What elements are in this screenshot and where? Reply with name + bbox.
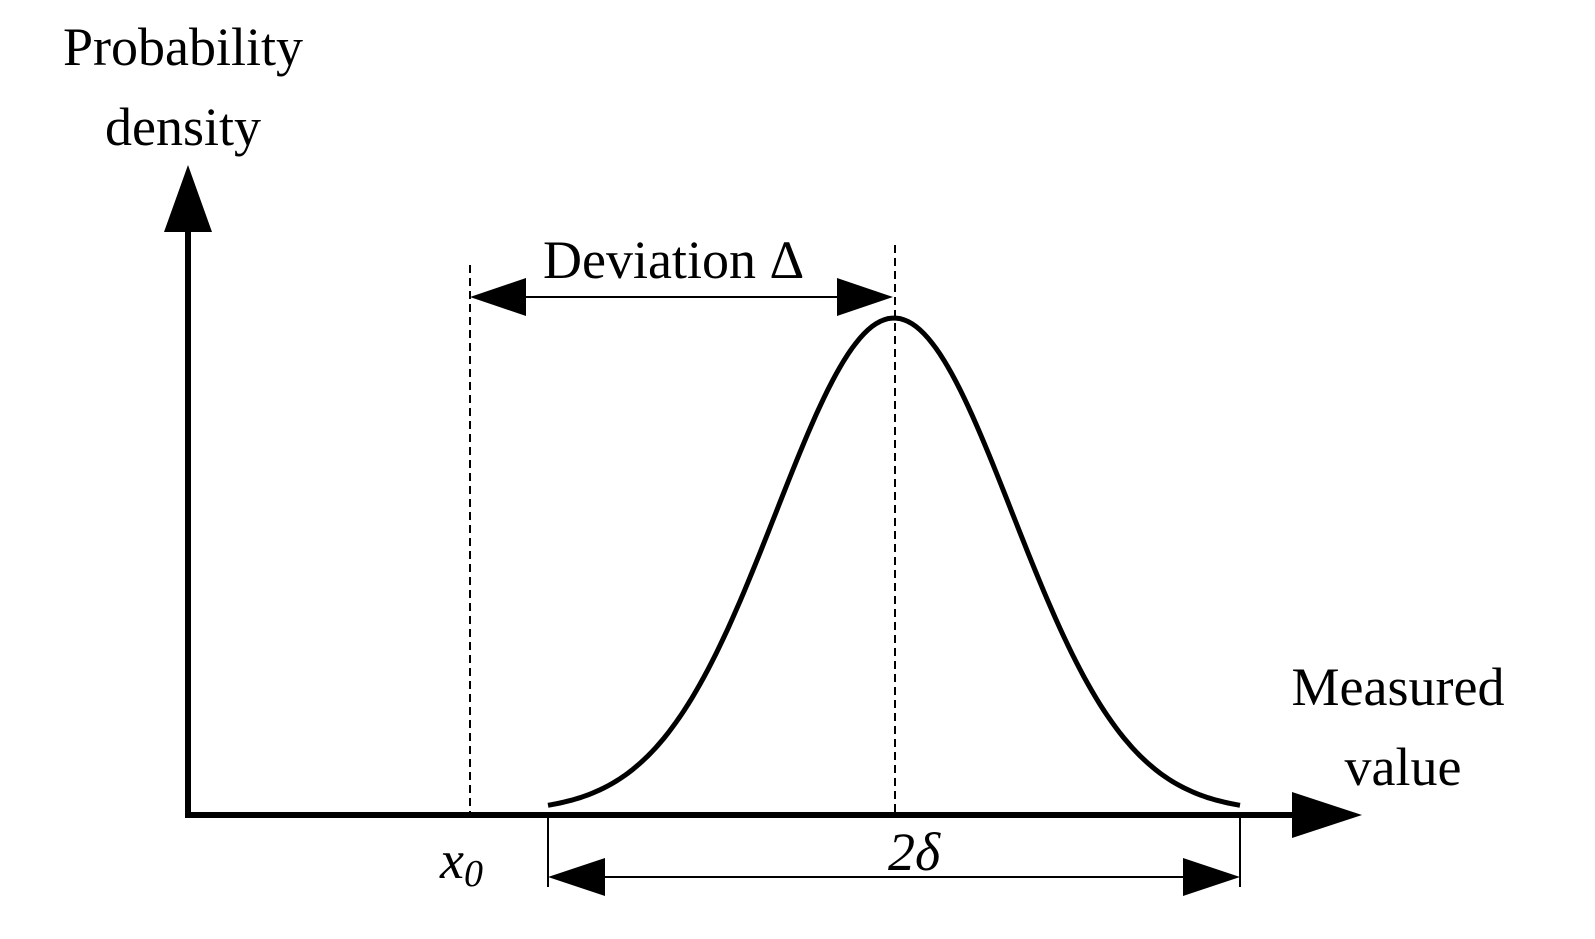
arrow-head (1183, 858, 1240, 896)
deviation-label: Deviation Δ (543, 230, 804, 290)
x-axis-label: value (1345, 737, 1462, 797)
arrow-head (470, 278, 526, 316)
origin-symbol: x (439, 830, 464, 890)
x-axis-label: Measured (1292, 657, 1505, 717)
y-axis-label: Probability (63, 17, 303, 77)
distribution-curve (547, 315, 1241, 808)
arrow-head (837, 278, 893, 316)
y-axis-arrow (164, 165, 212, 232)
arrow-head (548, 858, 605, 896)
origin-label: x0 (439, 830, 483, 895)
origin-subscript: 0 (464, 853, 483, 895)
spread-label: 2δ (888, 822, 941, 882)
x-axis-arrow (1292, 792, 1362, 838)
y-axis-label: density (105, 97, 261, 157)
